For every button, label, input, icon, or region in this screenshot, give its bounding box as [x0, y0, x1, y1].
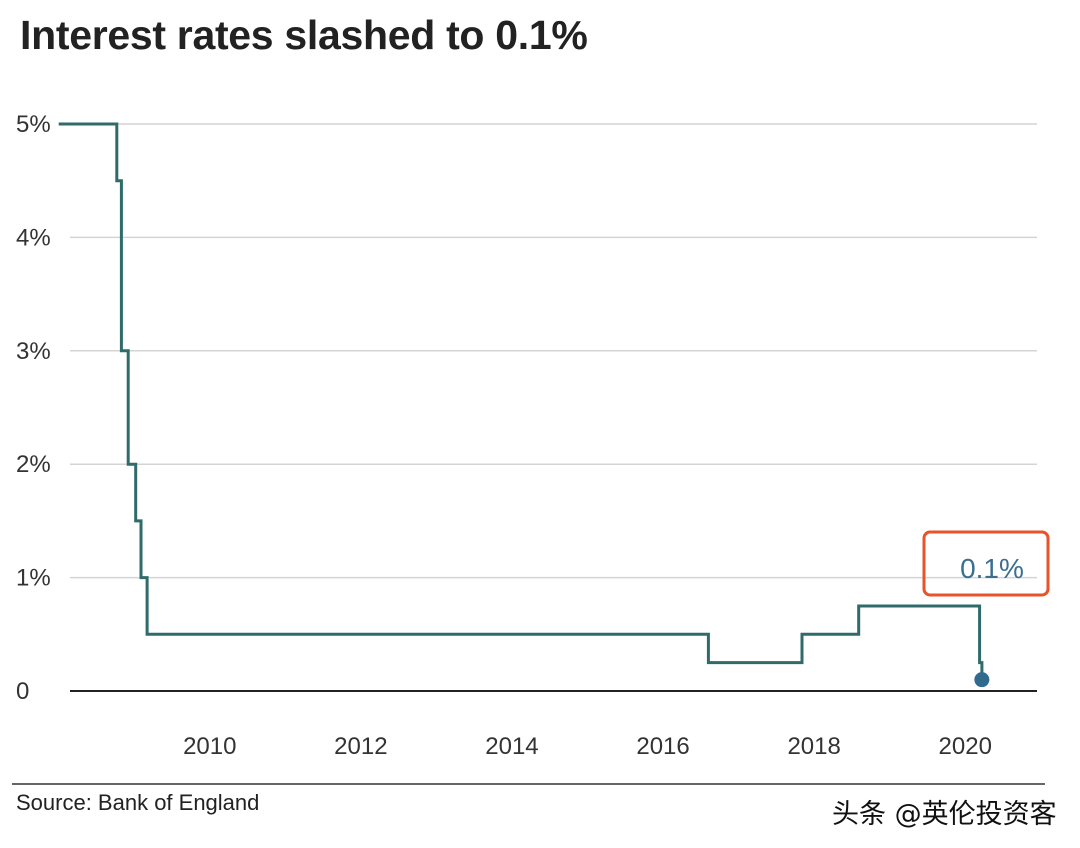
annotation-label: 0.1%: [960, 553, 1024, 584]
y-tick-label: 5%: [16, 111, 51, 138]
y-tick-label: 3%: [16, 338, 51, 365]
x-tick-label: 2012: [334, 733, 387, 760]
y-tick-label: 0: [16, 678, 29, 705]
annotation: 0.1%: [922, 530, 1050, 597]
x-tick-label: 2020: [939, 733, 992, 760]
y-tick-label: 2%: [16, 451, 51, 478]
watermark: 头条 @英伦投资客: [832, 799, 1057, 830]
x-tick-label: 2018: [787, 733, 840, 760]
chart-title: Interest rates slashed to 0.1%: [20, 12, 588, 58]
x-axis-ticks: 2010 2012 2014 2016 2018 2020: [183, 733, 992, 760]
source-note: Source: Bank of England: [16, 790, 260, 815]
annotation-box: [922, 530, 1050, 597]
rate-line: [58, 122, 984, 680]
gridlines: [70, 123, 1037, 692]
y-tick-label: 4%: [16, 224, 51, 251]
x-tick-label: 2010: [183, 733, 236, 760]
series: [58, 122, 990, 688]
end-point-marker: [974, 672, 990, 688]
y-tick-label: 1%: [16, 565, 51, 592]
y-axis-ticks: 0 1% 2% 3% 4% 5%: [16, 111, 51, 705]
x-tick-label: 2014: [485, 733, 538, 760]
x-tick-label: 2016: [636, 733, 689, 760]
